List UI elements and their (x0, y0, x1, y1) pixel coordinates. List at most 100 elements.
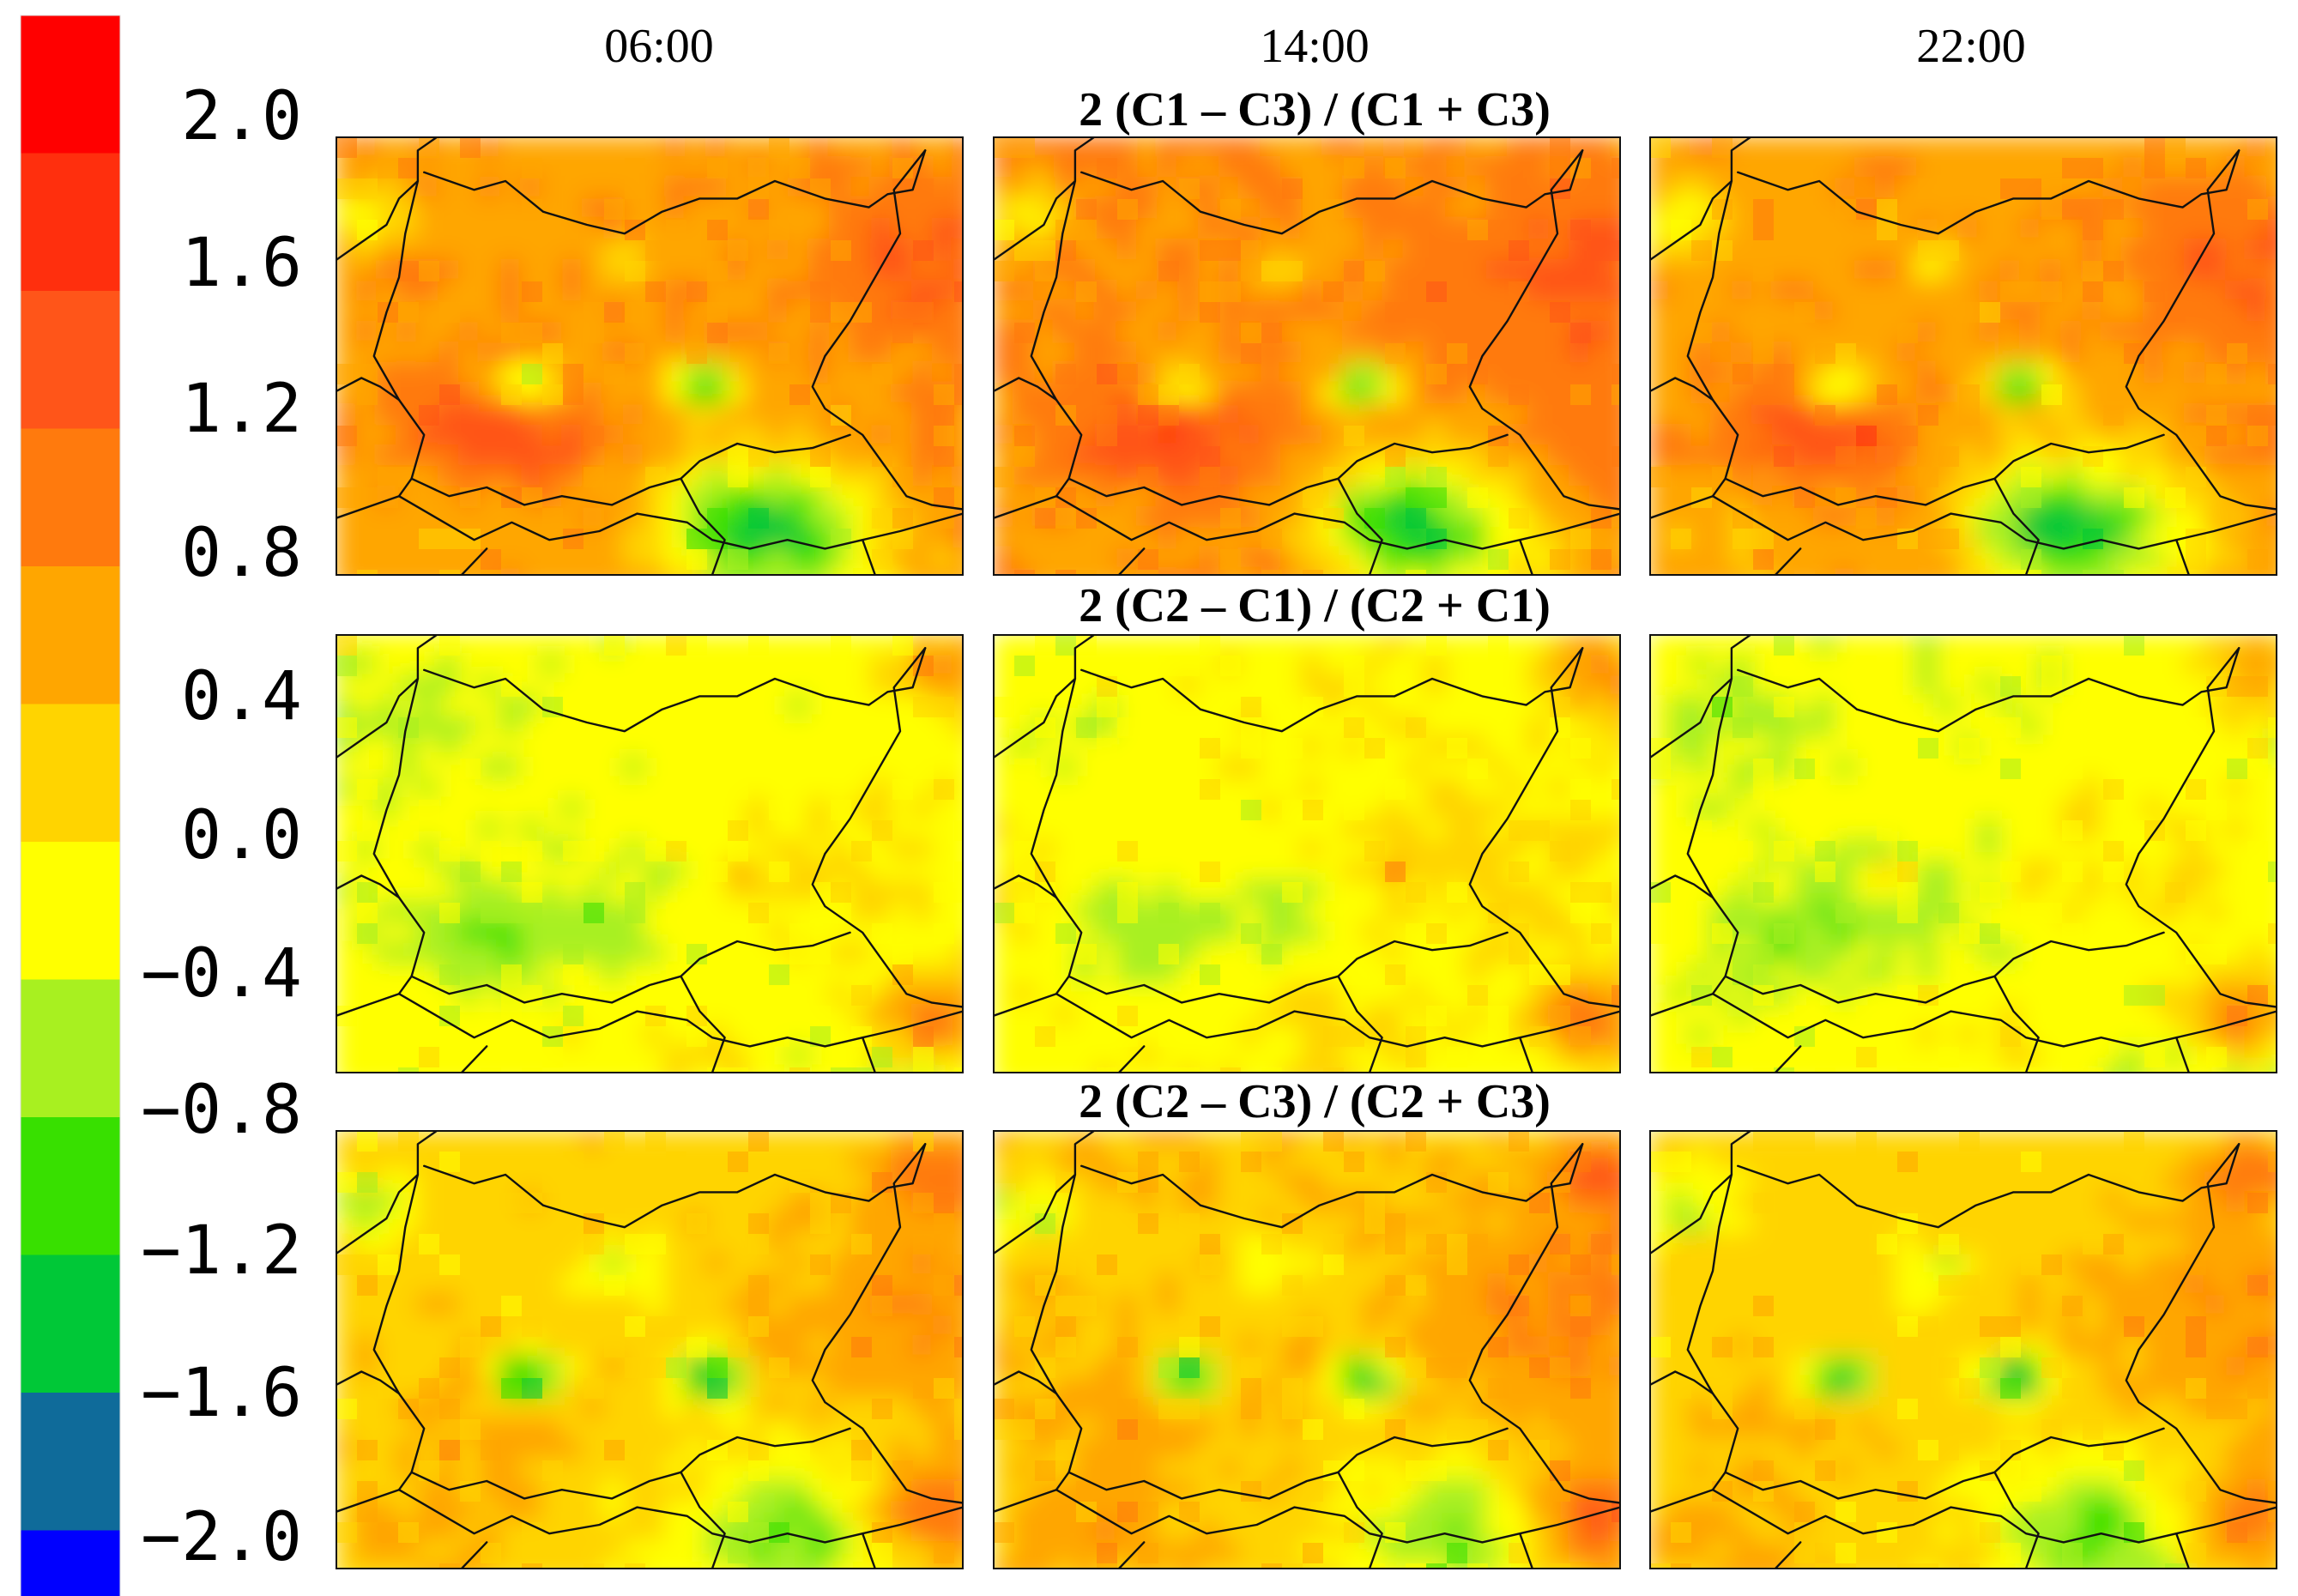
country-border (1686, 677, 1739, 995)
country-border (1650, 137, 1751, 261)
colorbar-band (21, 15, 120, 154)
country-border (1067, 931, 1509, 1004)
colorbar-band (21, 1117, 120, 1255)
column-title-0600: 06:00 (604, 20, 714, 73)
country-border (680, 477, 726, 575)
map-grid (336, 136, 2277, 1569)
country-border (460, 1541, 488, 1569)
country-border (680, 1471, 726, 1569)
country-border (1993, 975, 2040, 1073)
map-frame (336, 136, 964, 576)
colorbar-band (21, 1393, 120, 1531)
colorbar-label: 0.0 (181, 797, 302, 874)
country-border (372, 1173, 426, 1491)
column-title-2200: 22:00 (1916, 20, 2026, 73)
colorbar-band (21, 428, 120, 567)
country-border (423, 647, 927, 733)
country-border (2125, 1143, 2277, 1504)
colorbar-label: 0.8 (181, 515, 302, 592)
country-border (1724, 931, 2165, 1004)
country-border (680, 975, 726, 1073)
country-border (336, 874, 401, 899)
country-border (1519, 1037, 1533, 1073)
column-title-1400: 14:00 (1260, 20, 1370, 73)
country-border (410, 1427, 851, 1500)
country-border (410, 931, 851, 1004)
country-border (2175, 1533, 2190, 1569)
country-border (994, 1370, 1058, 1395)
country-border (1774, 1045, 1802, 1073)
country-border (372, 677, 426, 995)
map-frame (1649, 634, 2277, 1073)
country-border (1519, 539, 1533, 575)
colorbar-label: 1.2 (181, 371, 302, 448)
country-border (1468, 647, 1620, 1008)
colorbar-band (21, 1254, 120, 1393)
colorbar-labels: 2.0 1.6 1.2 0.8 0.4 0.0 −0.4 −0.8 −1.2 −1.6 −2.0 (141, 78, 302, 1576)
country-border (1724, 433, 2165, 506)
country-border (1080, 1143, 1584, 1229)
map-panel (336, 1130, 964, 1569)
country-border (1650, 1370, 1714, 1395)
colorbar-label: −2.0 (141, 1499, 302, 1576)
country-border (460, 1045, 488, 1073)
country-border (423, 149, 927, 235)
colorbar-band (21, 291, 120, 429)
country-border (410, 433, 851, 506)
country-border (862, 1037, 876, 1073)
map-panel (993, 1130, 1621, 1569)
country-border (1468, 1143, 1620, 1504)
map-panel (336, 634, 964, 1073)
colorbar-label: −0.4 (141, 935, 302, 1013)
country-border (1080, 647, 1584, 733)
country-border (372, 179, 426, 498)
country-border (336, 495, 963, 550)
colorbar-label: −1.6 (141, 1355, 302, 1432)
colorbar-band (21, 979, 120, 1118)
country-border (336, 1370, 401, 1395)
country-border (336, 635, 438, 759)
map-panel (1649, 634, 2277, 1073)
map-panel (993, 136, 1621, 576)
country-border (1117, 1045, 1146, 1073)
colorbar-band (21, 566, 120, 704)
column-titles: 06:00 14:00 22:00 (604, 20, 2026, 73)
colorbar-label: −0.8 (141, 1072, 302, 1149)
colorbar-band (21, 153, 120, 292)
country-border (2175, 539, 2190, 575)
country-border (1737, 1143, 2241, 1229)
country-border (994, 495, 1620, 550)
country-border (1774, 547, 1802, 575)
country-border (1067, 433, 1509, 506)
country-border (1337, 477, 1383, 575)
country-border (1650, 874, 1714, 899)
country-border (423, 1143, 927, 1229)
row-title-c1-c3: 2 (C1 – C3) / (C1 + C3) (1079, 83, 1551, 136)
colorbar-band (21, 1530, 120, 1596)
country-border (862, 539, 876, 575)
colorbar (20, 15, 121, 1596)
map-frame (993, 1130, 1621, 1569)
colorbar-band (21, 842, 120, 980)
country-border (1650, 635, 1751, 759)
country-border (1337, 1471, 1383, 1569)
row-title-c2-c3: 2 (C2 – C3) / (C2 + C3) (1079, 1075, 1551, 1128)
country-border (1993, 1471, 2040, 1569)
map-frame (1649, 1130, 2277, 1569)
row-titles: 2 (C1 – C3) / (C1 + C3) 2 (C2 – C1) / (C… (1079, 83, 1551, 1128)
map-panel (336, 136, 964, 576)
country-border (994, 874, 1058, 899)
colorbar-label: −1.2 (141, 1212, 302, 1290)
map-panel (1649, 136, 2277, 576)
country-border (1650, 377, 1714, 402)
country-border (1993, 477, 2040, 575)
row-title-c2-c1: 2 (C2 – C1) / (C2 + C1) (1079, 579, 1551, 632)
colorbar-label: 1.6 (181, 225, 302, 302)
colorbar-label: 2.0 (181, 78, 302, 155)
country-border (336, 377, 401, 402)
country-border (1519, 1533, 1533, 1569)
country-border (1067, 1427, 1509, 1500)
country-border (336, 1489, 963, 1544)
map-panel (993, 634, 1621, 1073)
